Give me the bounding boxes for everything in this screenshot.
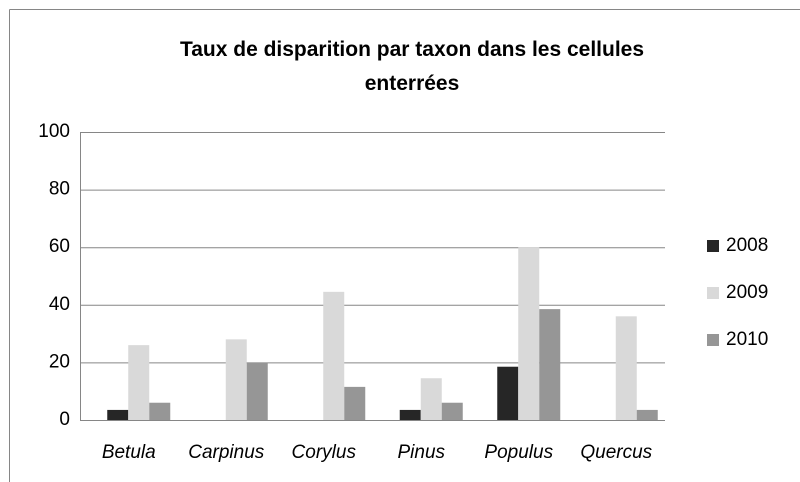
legend-swatch [707,334,719,346]
bar [246,362,268,420]
y-tick-label: 100 [38,121,70,142]
y-tick-label: 80 [49,179,70,200]
y-tick-label: 20 [49,351,70,372]
y-tick-label: 60 [49,236,70,257]
x-tick-label: Corylus [292,442,357,463]
bar [149,402,171,420]
x-tick-label: Populus [484,442,553,463]
bar [107,409,129,420]
legend-label: 2009 [726,282,768,303]
bar [636,409,658,420]
bar [225,339,247,420]
x-tick-label: Pinus [397,442,445,463]
chart-title: Taux de disparition par taxon dans les c… [180,38,644,95]
bar [323,291,345,420]
y-tick-label: 0 [59,409,70,430]
legend-swatch [707,240,719,252]
bar [539,309,561,420]
x-tick-label: Betula [102,442,156,463]
x-tick-label: Carpinus [188,442,265,463]
y-tick-label: 40 [49,294,70,315]
legend-swatch [707,287,719,299]
bar [441,402,463,420]
legend-label: 2008 [726,235,768,256]
bar [344,386,366,420]
x-tick-label: Quercus [580,442,652,463]
legend-label: 2010 [726,329,768,350]
bar [615,316,637,420]
bar [497,366,519,420]
bar [128,345,150,420]
bar [420,378,442,420]
bar [518,247,540,420]
bar [399,409,421,420]
